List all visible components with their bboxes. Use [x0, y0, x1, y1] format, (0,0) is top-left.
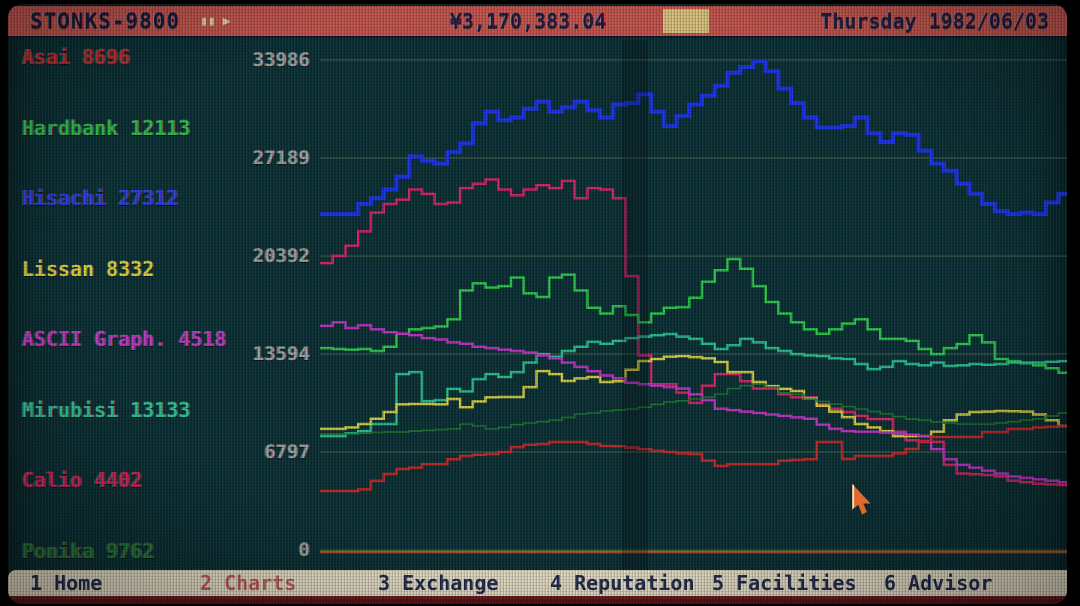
stock-item-ponika[interactable]: Ponika 9762	[22, 538, 155, 563]
stock-item-ascii-graph-[interactable]: ASCII Graph. 4518	[22, 327, 227, 352]
series-hisachi	[320, 59, 1067, 217]
y-tick-label: 6797	[264, 441, 310, 463]
mouse-cursor	[852, 484, 871, 515]
stock-item-hardbank[interactable]: Hardbank 12113	[22, 115, 191, 140]
bottom-menu-bar: 1 Home 2 Charts 3 Exchange 4 Reputation 5 Fa…	[8, 570, 1067, 596]
y-tick-label: 0	[298, 539, 310, 561]
menu-item-exchange[interactable]: 3 Exchange	[378, 571, 499, 595]
y-tick-label: 13594	[252, 343, 310, 365]
game-screen: STONKS-9800 ▮▮ ▶ ¥3,170,383.04 Thursday …	[8, 4, 1067, 604]
app-title: STONKS-9800	[30, 9, 181, 33]
y-tick-label: 20392	[252, 244, 310, 267]
menu-item-reputation[interactable]: 4 Reputation	[550, 571, 695, 595]
y-tick-label: 27189	[252, 146, 310, 169]
menu-item-facilities[interactable]: 5 Facilities	[712, 571, 857, 595]
menu-item-advisor[interactable]: 6 Advisor	[884, 571, 993, 595]
stock-item-mirubisi[interactable]: Mirubisi 13133	[22, 397, 191, 422]
game-date: Thursday 1982/06/03	[820, 9, 1049, 33]
crt-dark-band	[622, 40, 648, 574]
pause-icon[interactable]: ▮▮	[200, 13, 216, 29]
series-mirubisi	[320, 332, 1067, 438]
series-calio	[320, 178, 1067, 487]
price-chart	[320, 59, 1067, 554]
time-controls[interactable]: ▮▮ ▶	[200, 15, 230, 28]
bottom-maroon-strip	[8, 595, 1067, 604]
stock-item-hisachi[interactable]: Hisachi 27312	[22, 186, 179, 211]
cash-balance: ¥3,170,383.04	[449, 9, 607, 33]
series-asai	[320, 424, 1067, 493]
stock-item-lissan[interactable]: Lissan 8332	[22, 256, 155, 281]
series-hardbank	[320, 257, 1067, 374]
series-lissan	[320, 354, 1067, 438]
stock-item-asai[interactable]: Asai 8696	[22, 45, 131, 69]
stock-item-calio[interactable]: Calio 4402	[22, 468, 143, 493]
menu-item-home[interactable]: 1 Home	[30, 571, 103, 595]
y-tick-label: 33986	[252, 48, 310, 71]
time-progress-block	[663, 9, 709, 33]
top-status-bar: STONKS-9800 ▮▮ ▶ ¥3,170,383.04 Thursday …	[8, 6, 1067, 36]
play-icon[interactable]: ▶	[222, 13, 231, 29]
stock-list: Asai 8696 Hardbank 12113 Hisachi 27312 Liss…	[22, 44, 312, 564]
series-ponika	[320, 383, 1067, 435]
menu-item-charts[interactable]: 2 Charts	[200, 571, 297, 595]
